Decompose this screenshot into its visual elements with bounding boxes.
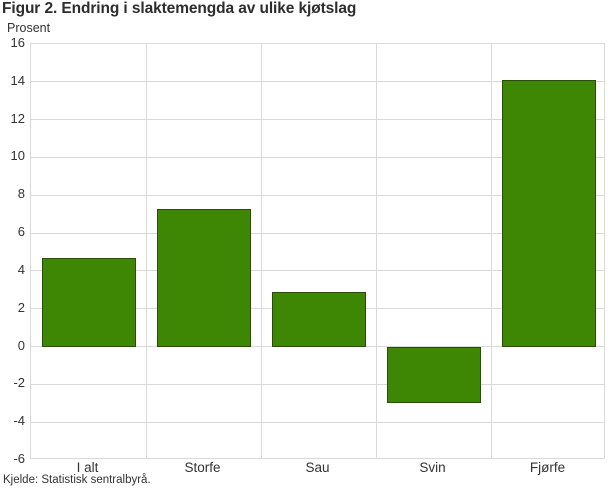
y-tick-label: 4	[17, 261, 25, 277]
bar-fjørfe	[502, 79, 596, 347]
v-gridline	[145, 44, 147, 458]
v-gridline	[375, 44, 377, 458]
y-tick-label: 2	[17, 299, 25, 315]
h-gridline	[31, 270, 604, 272]
x-tick-label-i-alt: I alt	[76, 460, 99, 475]
plot-area	[30, 43, 605, 459]
x-tick-label-fjørfe: Fjørfe	[529, 460, 566, 475]
source-note: Kjelde: Statistisk sentralbyrå.	[3, 474, 151, 486]
h-gridline	[31, 119, 604, 121]
x-tick-label-storfe: Storfe	[184, 460, 221, 475]
chart-title: Figur 2. Endring i slaktemengda av ulike…	[2, 0, 357, 17]
h-gridline	[31, 421, 604, 423]
h-gridline	[31, 232, 604, 234]
y-tick-label: 0	[17, 337, 25, 353]
y-tick-label: -2	[13, 375, 25, 391]
bar-storfe	[157, 208, 251, 347]
y-tick-label: 6	[17, 224, 25, 240]
h-gridline	[31, 81, 604, 83]
bar-sau	[272, 291, 366, 347]
x-tick-label-sau: Sau	[305, 460, 330, 475]
bar-i-alt	[42, 257, 136, 347]
h-gridline	[31, 156, 604, 158]
y-tick-label: 16	[10, 35, 25, 50]
y-tick-label: 14	[10, 72, 25, 88]
h-gridline	[31, 383, 604, 385]
y-axis-unit-label: Prosent	[7, 21, 51, 35]
bar-svin	[387, 346, 481, 404]
x-tick-label-svin: Svin	[419, 460, 446, 475]
y-tick-label: -4	[13, 413, 25, 429]
y-tick-label: 8	[17, 186, 25, 202]
h-gridline	[31, 346, 604, 348]
y-tick-label: -6	[13, 451, 25, 466]
y-tick-label: 12	[10, 110, 25, 126]
v-gridline	[490, 44, 492, 458]
h-gridline	[31, 194, 604, 196]
v-gridline	[260, 44, 262, 458]
y-tick-label: 10	[10, 148, 25, 164]
